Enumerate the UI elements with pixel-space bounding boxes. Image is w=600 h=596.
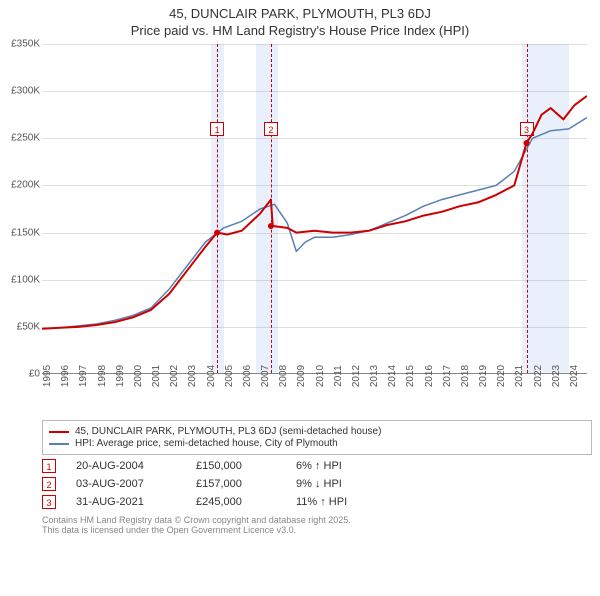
x-tick-label: 2001 bbox=[151, 365, 162, 387]
x-tick-label: 2017 bbox=[442, 365, 453, 387]
y-tick-label: £200K bbox=[0, 180, 40, 191]
x-tick-label: 2002 bbox=[169, 365, 180, 387]
plot-region: £0£50K£100K£150K£200K£250K£300K£350K123 bbox=[42, 44, 587, 374]
series-hpi bbox=[42, 118, 587, 329]
chart-title-1: 45, DUNCLAIR PARK, PLYMOUTH, PL3 6DJ bbox=[0, 6, 600, 21]
price-marker-dot bbox=[268, 223, 274, 229]
x-tick-label: 1998 bbox=[97, 365, 108, 387]
price-marker-dot bbox=[524, 140, 530, 146]
attribution-1: Contains HM Land Registry data © Crown c… bbox=[42, 515, 592, 525]
chart-title-2: Price paid vs. HM Land Registry's House … bbox=[0, 23, 600, 38]
x-tick-label: 2005 bbox=[224, 365, 235, 387]
x-tick-label: 2024 bbox=[569, 365, 580, 387]
y-tick-label: £150K bbox=[0, 227, 40, 238]
x-tick-label: 2013 bbox=[369, 365, 380, 387]
x-tick-label: 2015 bbox=[405, 365, 416, 387]
event-number-box: 1 bbox=[42, 459, 56, 473]
event-price: £157,000 bbox=[196, 478, 296, 490]
legend: 45, DUNCLAIR PARK, PLYMOUTH, PL3 6DJ (se… bbox=[42, 420, 592, 455]
x-tick-label: 1997 bbox=[78, 365, 89, 387]
x-tick-label: 2011 bbox=[333, 365, 344, 387]
series-svg bbox=[42, 44, 587, 374]
event-date: 03-AUG-2007 bbox=[76, 478, 196, 490]
x-tick-label: 2010 bbox=[315, 365, 326, 387]
y-tick-label: £250K bbox=[0, 133, 40, 144]
x-axis: 1995199619971998199920002001200220032004… bbox=[42, 374, 587, 414]
x-tick-label: 2022 bbox=[533, 365, 544, 387]
x-tick-label: 2016 bbox=[424, 365, 435, 387]
x-tick-label: 2019 bbox=[478, 365, 489, 387]
event-delta: 6% ↑ HPI bbox=[296, 460, 342, 472]
event-price: £245,000 bbox=[196, 496, 296, 508]
x-tick-label: 1999 bbox=[115, 365, 126, 387]
attribution-2: This data is licensed under the Open Gov… bbox=[42, 525, 592, 535]
legend-swatch-1 bbox=[49, 431, 69, 433]
x-tick-label: 2009 bbox=[296, 365, 307, 387]
event-delta: 9% ↓ HPI bbox=[296, 478, 342, 490]
legend-item-price: 45, DUNCLAIR PARK, PLYMOUTH, PL3 6DJ (se… bbox=[49, 426, 585, 437]
event-row: 1 20-AUG-2004£150,0006% ↑ HPI bbox=[42, 459, 592, 473]
price-marker-dot bbox=[214, 230, 220, 236]
x-tick-label: 1995 bbox=[42, 365, 53, 387]
event-list: 1 20-AUG-2004£150,0006% ↑ HPI 2 03-AUG-2007… bbox=[0, 459, 600, 509]
x-tick-label: 2003 bbox=[187, 365, 198, 387]
event-date: 31-AUG-2021 bbox=[76, 496, 196, 508]
event-number-box: 2 bbox=[42, 477, 56, 491]
event-date: 20-AUG-2004 bbox=[76, 460, 196, 472]
legend-label-2: HPI: Average price, semi-detached house,… bbox=[75, 438, 338, 449]
x-tick-label: 2023 bbox=[551, 365, 562, 387]
x-tick-label: 2021 bbox=[514, 365, 525, 387]
x-tick-label: 2000 bbox=[133, 365, 144, 387]
y-tick-label: £100K bbox=[0, 274, 40, 285]
legend-item-hpi: HPI: Average price, semi-detached house,… bbox=[49, 438, 585, 449]
x-tick-label: 2012 bbox=[351, 365, 362, 387]
legend-swatch-2 bbox=[49, 443, 69, 445]
event-delta: 11% ↑ HPI bbox=[296, 496, 347, 508]
y-tick-label: £300K bbox=[0, 86, 40, 97]
x-tick-label: 2006 bbox=[242, 365, 253, 387]
y-tick-label: £50K bbox=[0, 321, 40, 332]
event-price: £150,000 bbox=[196, 460, 296, 472]
chart-area: £0£50K£100K£150K£200K£250K£300K£350K123 bbox=[42, 44, 592, 374]
x-tick-label: 1996 bbox=[60, 365, 71, 387]
x-tick-label: 2020 bbox=[496, 365, 507, 387]
event-row: 2 03-AUG-2007£157,0009% ↓ HPI bbox=[42, 477, 592, 491]
x-tick-label: 2004 bbox=[206, 365, 217, 387]
series-price bbox=[42, 96, 587, 329]
legend-label-1: 45, DUNCLAIR PARK, PLYMOUTH, PL3 6DJ (se… bbox=[75, 426, 381, 437]
x-tick-label: 2014 bbox=[387, 365, 398, 387]
y-tick-label: £350K bbox=[0, 39, 40, 50]
x-tick-label: 2007 bbox=[260, 365, 271, 387]
event-row: 3 31-AUG-2021£245,00011% ↑ HPI bbox=[42, 495, 592, 509]
event-number-box: 3 bbox=[42, 495, 56, 509]
x-tick-label: 2018 bbox=[460, 365, 471, 387]
x-tick-label: 2008 bbox=[278, 365, 289, 387]
y-tick-label: £0 bbox=[0, 369, 40, 380]
